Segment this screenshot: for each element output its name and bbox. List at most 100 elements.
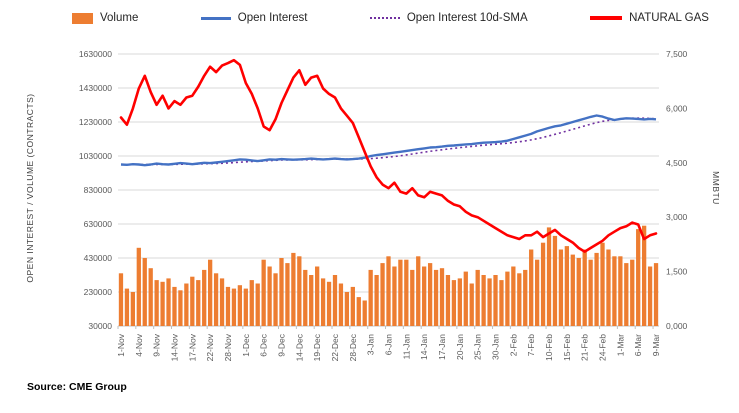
volume-bar [315, 266, 320, 326]
volume-bar [445, 275, 451, 326]
volume-bar [279, 258, 284, 326]
volume-bar [410, 269, 415, 326]
volume-bar [487, 278, 492, 326]
volume-bar [291, 252, 296, 326]
x-tick-label: 9-Mar [651, 334, 661, 356]
volume-bar [219, 278, 225, 326]
volume-bar [380, 263, 385, 326]
volume-bar [332, 275, 338, 326]
y-right-tick-label: 6,000 [666, 103, 688, 113]
x-tick-label: 22-Dec [330, 333, 340, 361]
volume-bar [505, 271, 510, 326]
volume-bar [368, 269, 373, 326]
volume-bar [427, 263, 433, 326]
volume-bar [475, 269, 480, 326]
volume-bar [529, 249, 534, 326]
natural-gas-line [119, 58, 658, 253]
y-left-tick-label: 830000 [84, 185, 113, 195]
x-tick-label: 28-Nov [223, 333, 233, 361]
x-tick-label: 28-Dec [348, 333, 358, 361]
volume-bar [154, 280, 159, 326]
open-interest-line-icon [200, 16, 231, 20]
volume-bar [642, 225, 647, 326]
x-tick-label: 1-Mar [615, 334, 625, 356]
volume-bar [338, 283, 344, 326]
volume-swatch-icon [72, 12, 93, 24]
volume-bar [647, 266, 653, 326]
y-left-tick-label: 230000 [84, 287, 113, 297]
x-tick-label: 15-Feb [562, 334, 572, 361]
volume-bar [606, 249, 611, 326]
x-tick-label: 6-Mar [633, 334, 643, 356]
volume-bar [136, 247, 141, 326]
volume-bar [190, 276, 195, 326]
volume-bar [255, 283, 260, 326]
x-tick-label: 3-Jan [366, 334, 376, 356]
volume-bar [303, 269, 308, 326]
chart-legend: Volume Open Interest Open Interest 10d-S… [72, 12, 709, 24]
volume-bar [564, 246, 569, 326]
volume-bar [297, 256, 302, 326]
x-tick-label: 7-Feb [526, 334, 536, 356]
volume-bar [350, 286, 355, 326]
volume-bar [469, 283, 474, 326]
open-interest-sma-dotted-icon [369, 17, 400, 19]
x-tick-label: 14-Nov [169, 333, 179, 361]
volume-bar [558, 249, 564, 326]
source-note: Source: CME Group [27, 381, 127, 393]
volume-bar [600, 242, 605, 326]
y-left-tick-label: 1430000 [79, 83, 112, 93]
y-right-tick-label: 3,000 [666, 212, 688, 222]
volume-bar [398, 259, 403, 326]
volume-bar [576, 258, 581, 326]
volume-bar [273, 273, 278, 326]
x-tick-label: 21-Feb [580, 334, 590, 361]
volume-bar [196, 280, 201, 326]
volume-bar [231, 288, 237, 326]
volume-bar [326, 281, 332, 326]
volume-bar [160, 281, 165, 326]
x-tick-label: 14-Jan [419, 334, 429, 360]
volume-bar [439, 268, 445, 326]
volume-bar [208, 259, 213, 326]
volume-bar [523, 269, 528, 326]
x-tick-label: 17-Jan [437, 334, 447, 360]
volume-bar [320, 278, 326, 326]
volume-bar [433, 269, 439, 326]
volume-bar [422, 266, 427, 326]
x-tick-label: 9-Dec [276, 333, 286, 356]
volume-bar [499, 280, 504, 326]
y-left-tick-label: 30000 [88, 321, 112, 331]
volume-bar [517, 273, 522, 326]
volume-bar [404, 259, 409, 326]
legend-label-open-interest: Open Interest [237, 12, 308, 24]
x-tick-label: 9-Nov [152, 333, 162, 356]
volume-bar [534, 259, 540, 326]
volume-bar [546, 227, 552, 326]
volume-bar [118, 273, 124, 326]
x-tick-label: 25-Jan [473, 334, 483, 360]
volume-bar [624, 263, 629, 326]
x-tick-label: 6-Jan [384, 334, 394, 356]
volume-bar [552, 235, 558, 326]
y-left-tick-label: 1230000 [79, 117, 112, 127]
volume-bar [588, 259, 593, 326]
volume-bar [213, 273, 219, 326]
x-tick-label: 4-Nov [134, 333, 144, 356]
x-tick-label: 20-Jan [455, 334, 465, 360]
volume-bar [630, 259, 635, 326]
y-right-tick-label: 4,500 [666, 158, 688, 168]
volume-bar [172, 286, 177, 326]
volume-bar [451, 280, 457, 326]
volume-bar [362, 300, 367, 326]
x-tick-label: 10-Feb [544, 334, 554, 361]
volume-bar [618, 256, 623, 326]
open-interest-line [120, 114, 657, 167]
y-right-tick-label: 1,500 [666, 267, 688, 277]
volume-bar [267, 266, 272, 326]
volume-bar [570, 254, 575, 326]
volume-bar [184, 283, 189, 326]
legend-item-natural-gas: NATURAL GAS [590, 12, 709, 24]
y-left-tick-label: 430000 [84, 253, 113, 263]
